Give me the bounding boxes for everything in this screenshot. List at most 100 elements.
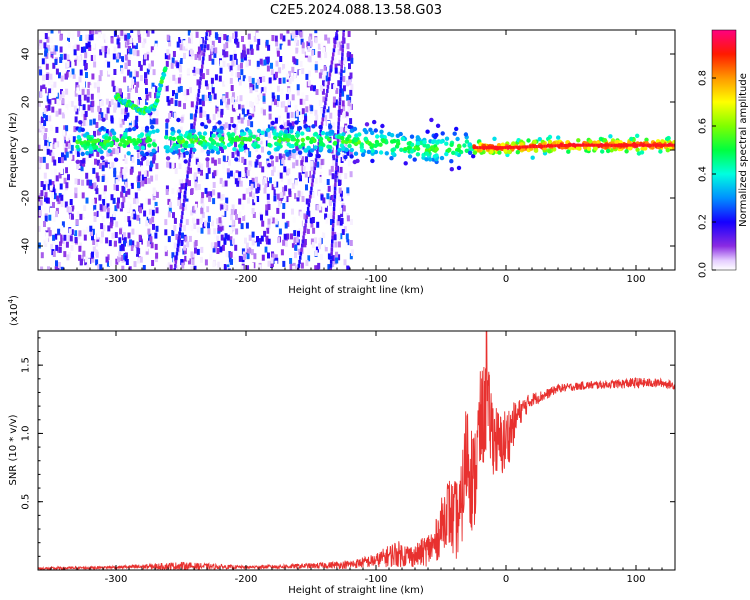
spectrogram-noise-cell <box>39 110 43 116</box>
colorbar-tick-label: 0.2 <box>698 214 709 230</box>
spectrogram-noise-cell <box>327 185 331 192</box>
spectrogram-noise-cell <box>255 86 259 93</box>
spectrogram-streak-cell <box>342 32 345 37</box>
spectrogram-noise-cell <box>86 264 90 270</box>
spectrogram-noise-cell <box>337 49 341 55</box>
spectrogram-noise-cell <box>141 180 145 187</box>
spectrogram-noise-cell <box>53 159 57 166</box>
spectrogram-noise-cell <box>83 205 87 212</box>
spectrogram-carrier-cell <box>373 143 378 148</box>
spectrogram-noise-cell <box>347 130 350 136</box>
spectrogram-noise-cell <box>42 184 46 191</box>
spectrogram-noise-cell <box>136 241 140 248</box>
spectrogram-carrier-cell <box>308 152 313 157</box>
spectrogram-noise-cell <box>297 147 300 154</box>
spectrogram-carrier-cell <box>360 152 366 157</box>
spectrogram-noise-cell <box>58 157 61 164</box>
spectrogram-carrier-cell <box>285 151 290 157</box>
spectrogram-core-cell <box>615 143 617 147</box>
spectrogram-noise-cell <box>249 101 253 108</box>
spectrogram-carrier-cell <box>202 131 208 136</box>
spectrogram-carrier-cell <box>600 149 605 154</box>
spectrogram-noise-cell <box>200 256 203 263</box>
spectrogram-noise-cell <box>145 94 149 101</box>
spectrogram-noise-cell <box>290 233 293 240</box>
spectrogram-streak-cell <box>334 40 337 45</box>
spectrogram-noise-cell <box>164 245 168 252</box>
spectrogram-noise-cell <box>287 168 291 175</box>
spectrogram-noise-cell <box>321 172 325 179</box>
spectrogram-noise-cell <box>55 211 58 218</box>
spectrogram-noise-cell <box>337 80 341 87</box>
spectrogram-noise-cell <box>112 53 116 60</box>
spectrogram-noise-cell <box>198 98 202 105</box>
spectrogram-noise-cell <box>210 77 214 84</box>
spectrogram-noise-cell <box>38 100 41 107</box>
spectrogram-noise-cell <box>276 193 280 200</box>
spectrogram-noise-cell <box>216 248 220 254</box>
spectrogram-noise-cell <box>308 148 311 155</box>
spectrogram-noise-cell <box>193 173 197 180</box>
spectrogram-noise-cell <box>314 237 318 244</box>
snr-x-tick-label: 100 <box>626 574 645 585</box>
spectrogram-noise-cell <box>297 230 300 237</box>
spectrogram-noise-cell <box>234 262 238 269</box>
spectrogram-carrier-cell <box>144 125 150 131</box>
spectrogram-noise-cell <box>277 237 280 244</box>
spectrogram-noise-cell <box>225 66 228 73</box>
spectrogram-noise-cell <box>131 240 135 247</box>
spectrogram-noise-cell <box>74 43 78 50</box>
spectrogram-noise-cell <box>144 53 147 60</box>
spectrogram-noise-cell <box>44 126 48 132</box>
spectrogram-noise-cell <box>254 182 257 189</box>
spectrogram-noise-cell <box>150 242 154 249</box>
spectrogram-noise-cell <box>52 216 56 222</box>
spectrogram-noise-cell <box>112 118 116 125</box>
spectrogram-carrier-cell <box>497 150 502 155</box>
spectrogram-carrier-cell <box>304 148 309 153</box>
spectrogram-core-cell <box>518 145 521 149</box>
spectrogram-carrier-cell <box>118 142 123 147</box>
spectrogram-noise-cell <box>332 69 336 76</box>
spectrogram-noise-cell <box>315 89 319 95</box>
spectrogram-noise-cell <box>96 150 100 157</box>
spectrogram-noise-cell <box>90 34 94 41</box>
spectrogram-noise-cell <box>287 88 291 95</box>
spectrogram-noise-cell <box>242 253 246 260</box>
spectrogram-noise-cell <box>65 135 69 142</box>
spectrogram-noise-cell <box>54 266 58 270</box>
spectrogram-noise-cell <box>319 163 323 170</box>
spectrogram-streak-cell <box>328 72 332 77</box>
spectrogram-streak-cell <box>309 190 313 195</box>
spectrogram-core-cell <box>656 143 658 147</box>
spectrogram-carrier-cell <box>126 151 131 156</box>
spectrogram-noise-cell <box>318 243 321 250</box>
spectrogram-noise-cell <box>76 163 79 170</box>
spectrogram-carrier-cell <box>283 129 289 134</box>
spectrogram-noise-cell <box>241 156 245 163</box>
spectrogram-noise-cell <box>335 257 339 264</box>
spectrogram-carrier-cell <box>165 156 171 161</box>
spectrogram-carrier-cell <box>396 141 401 146</box>
spectrogram-noise-cell <box>126 112 130 119</box>
spectrogram-noise-cell <box>331 89 334 96</box>
spectrogram-noise-cell <box>99 204 103 211</box>
spectrogram-core-cell <box>503 146 505 150</box>
spectrogram-noise-cell <box>187 30 191 36</box>
spectrogram-noise-cell <box>343 259 347 266</box>
spectrogram-noise-cell <box>222 167 226 174</box>
spectrogram-carrier-cell <box>347 143 352 149</box>
spectrogram-noise-cell <box>244 248 248 254</box>
spectrogram-noise-cell <box>242 143 245 150</box>
spectrogram-noise-cell <box>298 115 302 121</box>
spectrogram-carrier-cell <box>352 126 358 132</box>
spectrogram-noise-cell <box>106 203 110 210</box>
spectrogram-noise-cell <box>316 161 320 168</box>
spectrogram-noise-cell <box>189 167 192 174</box>
spectrogram-noise-cell <box>348 63 351 70</box>
spectrogram-noise-cell <box>79 146 83 153</box>
spectrogram-noise-cell <box>165 185 169 192</box>
spectrogram-noise-cell <box>253 196 257 203</box>
spectrogram-noise-cell <box>50 52 54 59</box>
spectrogram-noise-cell <box>301 47 305 54</box>
